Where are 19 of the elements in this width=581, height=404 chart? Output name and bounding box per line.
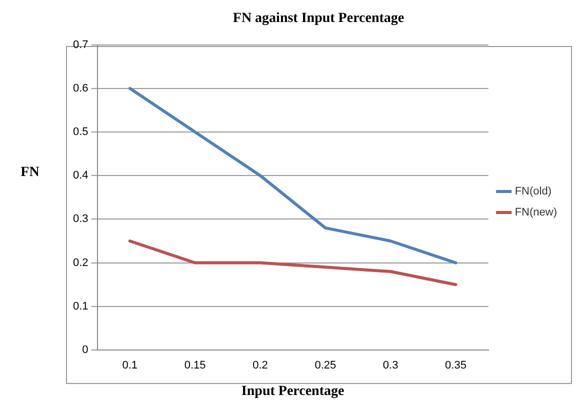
y-tick-label: 0.6: [72, 82, 88, 94]
y-tick-label: 0.7: [72, 38, 88, 51]
x-tick-label: 0.15: [184, 360, 206, 372]
y-tick-label: 0.4: [72, 170, 88, 182]
chart-title: FN against Input Percentage: [232, 11, 404, 26]
x-tick-label: 0.35: [445, 360, 466, 372]
y-tick-label: 0.1: [72, 300, 88, 312]
x-tick-label: 0.2: [252, 360, 268, 372]
y-tick-label: 0.3: [72, 213, 88, 226]
y-tick-label: 0.5: [72, 126, 88, 138]
legend-label: FN(old): [514, 186, 552, 198]
y-tick-label: 0: [82, 344, 88, 356]
y-axis-title: FN: [20, 165, 40, 180]
x-tick-label: 0.3: [382, 360, 398, 372]
y-tick-label: 0.2: [72, 256, 88, 269]
x-axis-title: Input Percentage: [241, 384, 344, 400]
x-tick-label: 0.1: [122, 360, 138, 372]
legend-label: FN(new): [514, 206, 558, 219]
x-tick-label: 0.25: [314, 360, 336, 372]
